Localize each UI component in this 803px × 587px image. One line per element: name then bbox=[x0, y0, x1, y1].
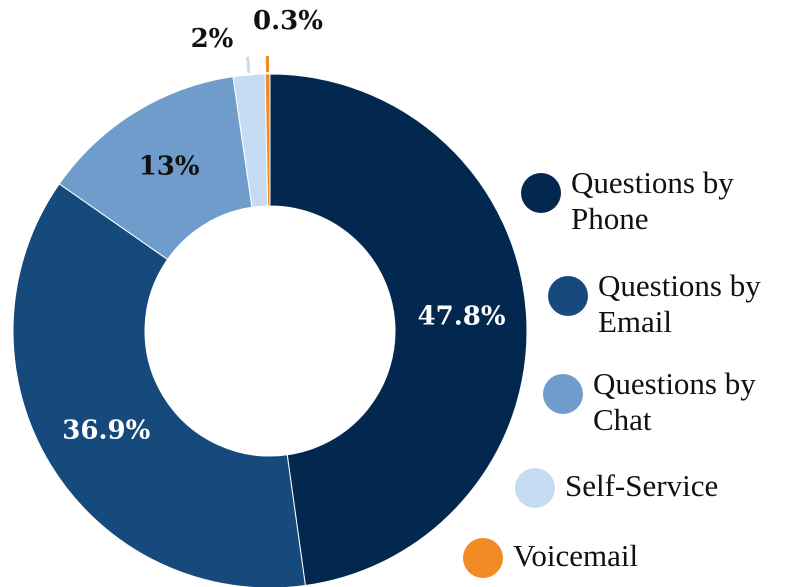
data-label: 47.8% bbox=[418, 302, 506, 332]
slice bbox=[264, 73, 271, 207]
data-label: 2% bbox=[191, 24, 234, 54]
data-label: 0.3% bbox=[253, 6, 323, 36]
legend-item: Questions by Email bbox=[548, 268, 798, 340]
legend-swatch bbox=[543, 374, 583, 414]
legend-item: Voicemail bbox=[463, 530, 713, 578]
leader-line bbox=[246, 56, 251, 73]
legend-label: Questions by Email bbox=[598, 268, 761, 339]
data-label: 36.9% bbox=[62, 415, 150, 445]
legend-label: Voicemail bbox=[513, 538, 639, 573]
data-label: 13% bbox=[139, 152, 200, 182]
legend-item: Questions by Phone bbox=[521, 165, 771, 237]
legend-item: Questions by Chat bbox=[543, 366, 793, 438]
legend-label: Self-Service bbox=[565, 468, 719, 503]
legend-swatch bbox=[515, 468, 555, 508]
legend-swatch bbox=[521, 173, 561, 213]
legend-label: Questions by Phone bbox=[571, 165, 734, 236]
legend-item: Self-Service bbox=[515, 460, 765, 508]
legend-swatch bbox=[463, 538, 503, 578]
legend-swatch bbox=[548, 276, 588, 316]
slice bbox=[12, 183, 306, 587]
slice bbox=[269, 73, 528, 587]
slice bbox=[58, 76, 253, 261]
legend-label: Questions by Chat bbox=[593, 366, 756, 437]
